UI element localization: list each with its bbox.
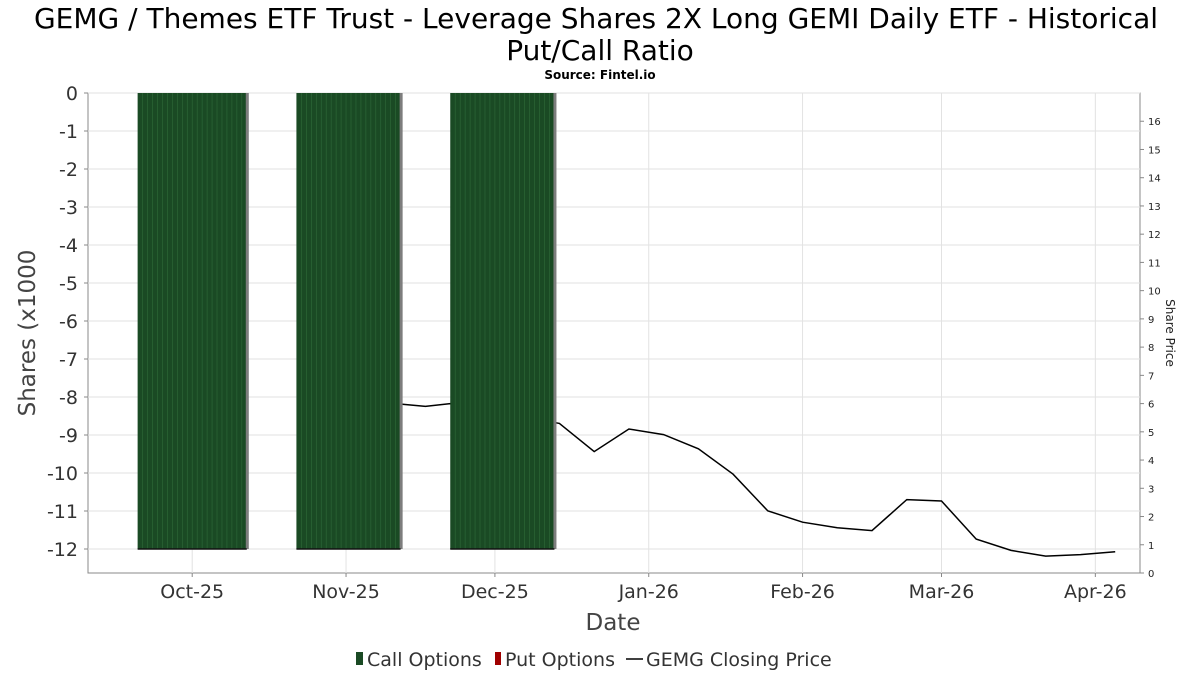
y-tick-label: -6 [59,311,78,333]
x-tick-label: Apr-26 [1064,581,1127,603]
y2-tick-label: 0 [1148,569,1154,580]
y-tick-label: 0 [66,83,78,105]
y2-tick-label: 12 [1148,230,1161,241]
legend-label-call: Call Options [367,649,482,671]
y2-tick-label: 4 [1148,456,1154,467]
chart-subtitle: Source: Fintel.io [544,68,655,82]
call-options-band-edge [245,93,249,549]
y-tick-label: -10 [47,463,78,485]
y2-tick-label: 8 [1148,343,1154,354]
call-options-band [296,93,401,549]
y2-tick-label: 1 [1148,541,1154,552]
y-tick-label: -11 [47,501,78,523]
x-axis-label: Date [586,610,641,636]
y-axis-label: Shares (x1000 [15,250,41,417]
y2-axis-label: Share Price [1163,299,1177,367]
call-options-bars [137,93,557,550]
y2-tick-label: 3 [1148,484,1154,495]
legend: Call Options Put Options GEMG Closing Pr… [356,649,832,671]
legend-label-price: GEMG Closing Price [646,649,832,671]
y2-tick-label: 10 [1148,287,1161,298]
y-tick-label: -2 [59,159,78,181]
legend-label-put: Put Options [505,649,615,671]
y2-tick-label: 2 [1148,513,1154,524]
y2-tick-label: 11 [1148,258,1161,269]
call-options-band-edge [399,93,403,549]
y2-tick-label: 6 [1148,400,1154,411]
y2-tick-label: 9 [1148,315,1154,326]
y-tick-label: -1 [59,121,78,143]
y2-tick-label: 16 [1148,117,1161,128]
chart-title-line1: GEMG / Themes ETF Trust - Leverage Share… [34,2,1158,35]
x-tick-label: Oct-25 [160,581,224,603]
x-tick-label: Feb-26 [770,581,835,603]
plot-area [87,92,1141,574]
y2-tick-label: 15 [1148,145,1161,156]
x-tick-label: Jan-26 [618,581,679,603]
y-tick-label: -4 [59,235,78,257]
x-tick-label: Mar-26 [909,581,975,603]
y-axis-ticks: 0 -1 -2 -3 -4 -5 -6 -7 -8 -9 -10 -11 -12 [47,83,88,561]
y-tick-label: -9 [59,425,78,447]
y2-tick-label: 13 [1148,202,1161,213]
y2-tick-label: 14 [1148,174,1161,185]
y-tick-label: -3 [59,197,78,219]
legend-swatch-put [495,652,501,665]
y-tick-label: -12 [47,539,78,561]
call-options-band-edge [553,93,557,549]
y-tick-label: -8 [59,387,78,409]
x-tick-label: Dec-25 [461,581,529,603]
x-tick-label: Nov-25 [312,581,380,603]
y2-tick-label: 7 [1148,371,1154,382]
x-axis-ticks: Oct-25 Nov-25 Dec-25 Jan-26 Feb-26 Mar-26 Apr-… [160,573,1127,603]
legend-swatch-call [356,652,363,665]
y2-tick-label: 5 [1148,428,1154,439]
y-tick-label: -5 [59,273,78,295]
chart-title-line2: Put/Call Ratio [506,34,694,67]
call-options-band [450,93,555,549]
y-tick-label: -7 [59,349,78,371]
